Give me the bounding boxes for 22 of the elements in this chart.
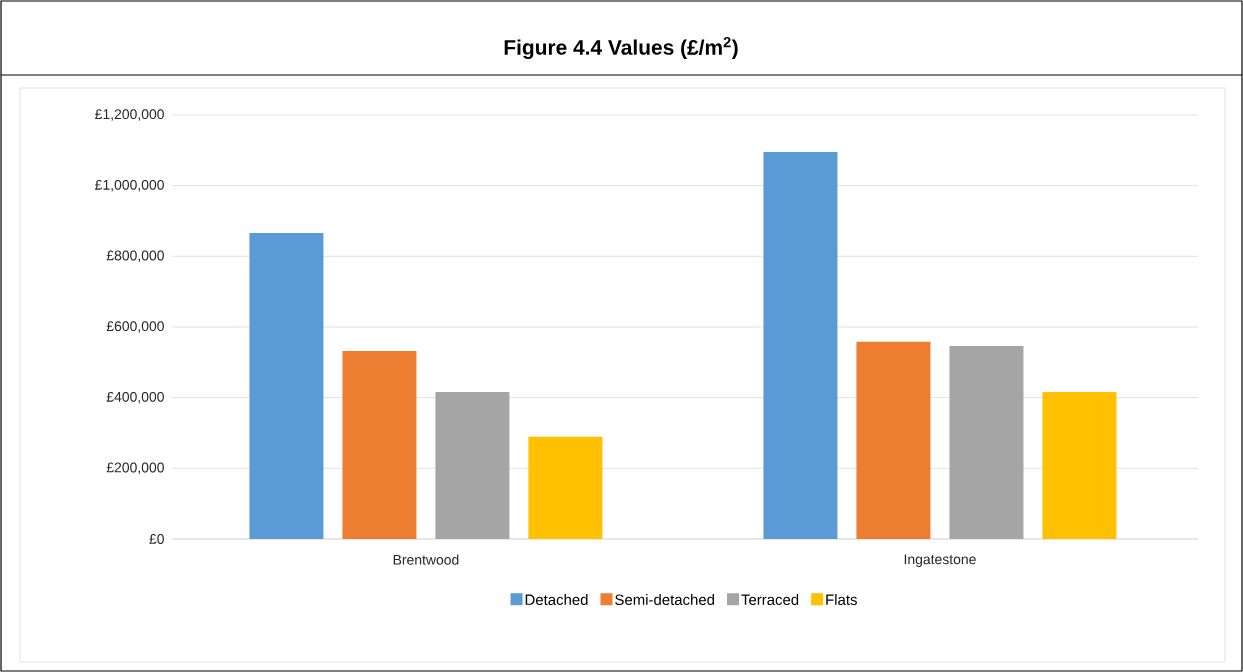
y-tick-label: £1,000,000 (95, 179, 164, 192)
y-tick-label: £0 (149, 534, 164, 544)
legend-label: Semi-detached (615, 594, 715, 606)
legend-label: Detached (525, 594, 588, 606)
bar (763, 152, 838, 539)
bar (435, 392, 510, 539)
y-tick-label: £600,000 (106, 321, 164, 333)
bar (342, 351, 417, 539)
bar (949, 346, 1024, 539)
bar (249, 233, 324, 539)
x-tick-label: Brentwood (393, 554, 459, 565)
legend-label: Flats (826, 594, 857, 606)
bar (856, 341, 931, 539)
y-tick-label: £1,200,000 (95, 109, 164, 121)
y-tick-label: £200,000 (106, 462, 164, 475)
bar (1042, 392, 1117, 539)
bar (528, 436, 603, 539)
y-tick-label: £800,000 (106, 250, 164, 263)
y-tick-label: £400,000 (106, 391, 164, 404)
legend-label: Terraced (741, 594, 799, 606)
chart-title: Figure 4.4 Values (£/m$^{2}$) (504, 36, 738, 60)
x-tick-label: Ingatestone (904, 554, 976, 567)
